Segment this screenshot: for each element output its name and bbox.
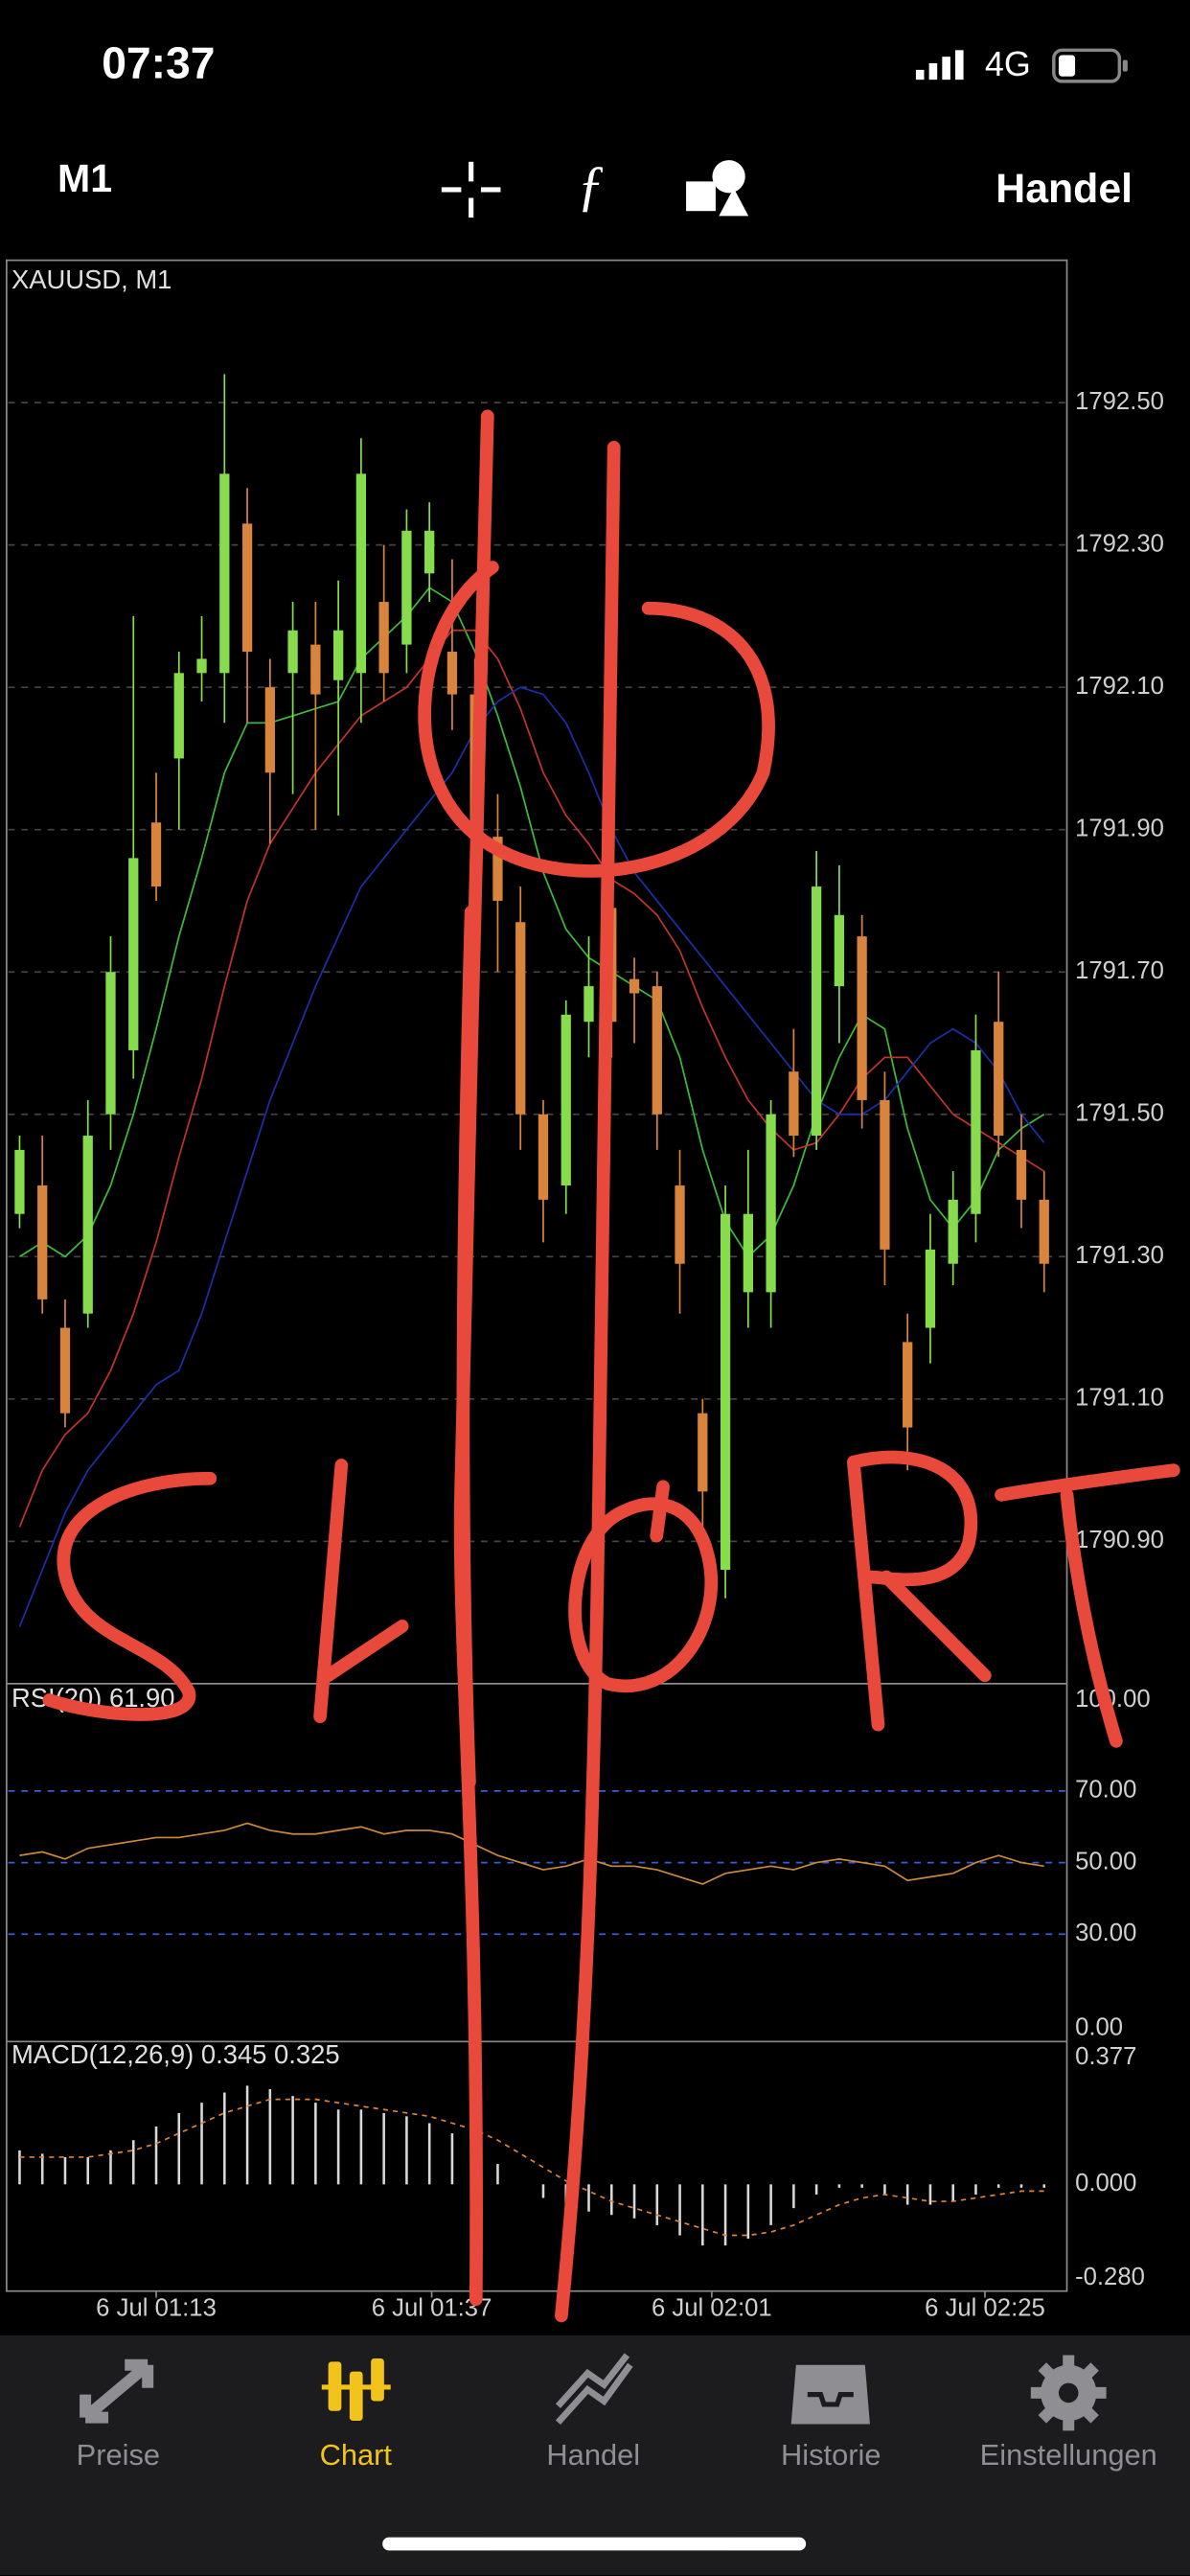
candle-body (675, 1185, 685, 1264)
trade-button[interactable]: Handel (995, 166, 1133, 212)
candle-body (948, 1199, 958, 1264)
y-tick-label: -0.280 (1075, 2264, 1145, 2290)
signal-icon (915, 50, 964, 80)
network: 4G (985, 44, 1031, 83)
signal-line (19, 2098, 1044, 2237)
y-tick-label: 1791.30 (1075, 1242, 1164, 1269)
tab-label[interactable]: Preise (77, 2438, 160, 2472)
x-tick-label: 6 Jul 02:01 (652, 2294, 772, 2321)
y-tick-label: 30.00 (1075, 1920, 1136, 1946)
candle-body (880, 1099, 890, 1250)
candle-body (584, 986, 594, 1023)
candle-body (105, 972, 116, 1115)
y-tick-label: 50.00 (1075, 1848, 1136, 1874)
symbol-label: XAUUSD, M1 (11, 264, 172, 294)
candle-body (128, 858, 139, 1050)
y-tick-label: 1792.30 (1075, 530, 1164, 557)
candle-body (538, 1114, 549, 1200)
tab-icon (80, 2353, 1107, 2431)
drawing-annotation (42, 409, 1180, 2323)
candle-body (561, 1014, 571, 1186)
y-tick-label: 1792.50 (1075, 388, 1164, 415)
crosshair-button[interactable] (441, 161, 501, 218)
moving-average (18, 686, 1045, 1627)
candle-body (994, 1022, 1004, 1137)
candle-body (789, 1071, 799, 1137)
candle-body (743, 1213, 753, 1293)
candle-body (971, 1049, 981, 1214)
candle-body (287, 630, 298, 674)
candle-body (1039, 1199, 1049, 1264)
x-tick-label: 6 Jul 02:25 (925, 2294, 1045, 2321)
tab-label[interactable]: Chart (320, 2438, 393, 2472)
candle-body (629, 978, 640, 994)
candle-body (903, 1342, 913, 1428)
candle-body (37, 1185, 48, 1300)
candle-body (834, 914, 845, 987)
macd-label: MACD(12,26,9) 0.345 0.325 (11, 2039, 340, 2069)
y-tick-label: 1791.50 (1075, 1100, 1164, 1127)
clock: 07:37 (102, 38, 215, 88)
candle-body (196, 658, 207, 674)
candle-body (1016, 1149, 1027, 1200)
tab-label[interactable]: Historie (781, 2438, 881, 2472)
candle-body (241, 523, 253, 653)
plot-area: 1792.50 1792.30 1792.10 1791.90 1791.70 1791.… (8, 374, 1164, 2321)
home-indicator (382, 2537, 807, 2551)
candle-body (857, 936, 867, 1100)
timeframe-button[interactable]: M1 (57, 156, 112, 200)
candle-body (378, 602, 389, 674)
tab-label[interactable]: Einstellungen (980, 2438, 1157, 2472)
candle-body (219, 473, 230, 674)
y-tick-label: 1791.70 (1075, 957, 1164, 984)
candle-body (698, 1413, 708, 1492)
candle-body (82, 1136, 93, 1314)
x-tick-label: 6 Jul 01:13 (96, 2294, 217, 2321)
y-tick-label: 0.000 (1075, 2170, 1136, 2196)
y-tick-label: 1791.10 (1075, 1385, 1164, 1412)
objects-button[interactable] (686, 160, 749, 217)
candle-body (310, 644, 321, 695)
candle-body (355, 473, 367, 674)
candle-body (150, 822, 162, 887)
candle-body (925, 1249, 936, 1328)
y-tick-label: 70.00 (1075, 1777, 1136, 1804)
chart-frame (5, 259, 1068, 2292)
rsi-line (19, 1822, 1044, 1885)
candle-body (720, 1213, 731, 1571)
y-tick-label: 0.00 (1075, 2013, 1123, 2040)
y-tick-label: 1792.10 (1075, 673, 1164, 700)
candle-body (652, 986, 662, 1115)
moving-average (19, 586, 1045, 1258)
candle-body (14, 1149, 25, 1214)
y-tick-label: 1790.90 (1075, 1527, 1164, 1553)
y-tick-label: 1791.90 (1075, 815, 1164, 841)
candle-body (446, 652, 458, 695)
y-tick-label: 0.377 (1075, 2043, 1136, 2070)
moving-average (18, 629, 1045, 1528)
candle-body (401, 530, 412, 645)
candle-body (332, 630, 344, 680)
candle-body (811, 886, 822, 1137)
tab-label[interactable]: Handel (546, 2438, 640, 2472)
tab-bar-items: Preise Chart Handel Historie Einstellungen (77, 2438, 1157, 2472)
candle-body (59, 1327, 71, 1414)
battery-icon (1052, 48, 1128, 83)
candle-body (492, 837, 503, 901)
candle-body (173, 673, 184, 759)
candle-body (424, 530, 435, 574)
candle-body (264, 687, 275, 773)
candle-body (515, 922, 526, 1115)
candle-body (766, 1114, 776, 1293)
indicators-button[interactable]: ƒ (577, 154, 605, 217)
